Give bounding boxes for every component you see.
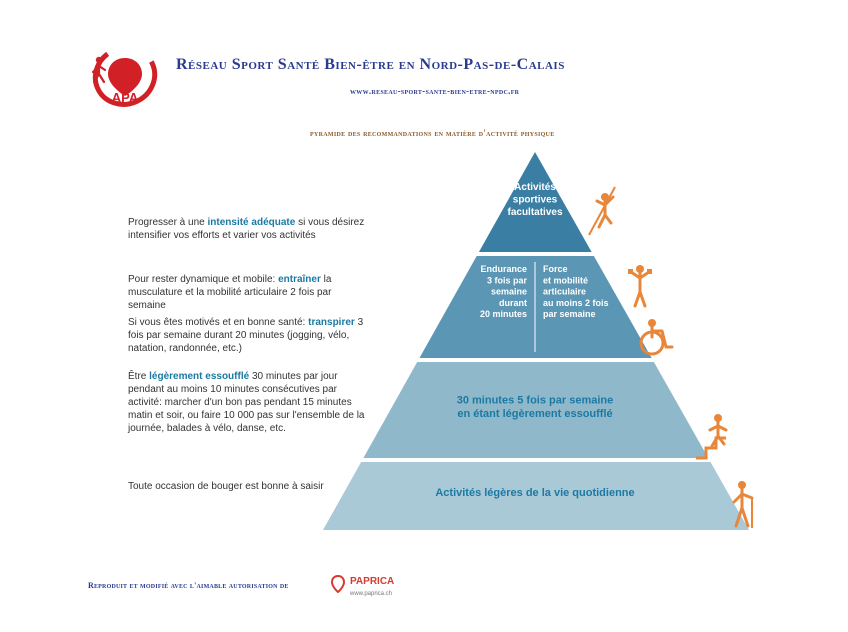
svg-text:sportives: sportives [513,195,558,206]
svg-text:Force: Force [543,264,568,274]
svg-text:Activités: Activités [514,182,556,193]
svg-text:articulaire: articulaire [543,287,586,297]
svg-text:et mobilité: et mobilité [543,275,588,285]
svg-text:par semaine: par semaine [543,309,596,319]
svg-text:3 fois par: 3 fois par [487,275,528,285]
walking-icon [726,478,760,537]
description-1: Progresser à une intensité adéquate si v… [128,216,368,242]
pyramid-tier-3 [363,362,708,458]
climber-icon [585,183,625,243]
site-url: www.reseau-sport-sante-bien-etre-npdc.fr [350,86,519,96]
svg-text:www.paprica.ch: www.paprica.ch [349,591,392,597]
description-3: Si vous êtes motivés et en bonne santé: … [128,316,368,355]
apa-logo: APA [84,46,166,112]
wheelchair-icon [634,315,676,362]
svg-text:PAPRICA: PAPRICA [350,576,394,587]
svg-text:APA: APA [112,90,139,105]
svg-text:durant: durant [499,298,527,308]
svg-text:facultatives: facultatives [507,207,562,218]
svg-text:semaine: semaine [491,287,527,297]
svg-text:30 minutes 5 fois par semaine: 30 minutes 5 fois par semaine [457,394,614,406]
stairs-icon [694,410,734,465]
description-4: Être légèrement essoufflé 30 minutes par… [128,370,368,435]
description-5: Toute occasion de bouger est bonne à sai… [128,480,368,493]
footer-credit: Reproduit et modifié avec l'aimable auto… [88,581,289,590]
svg-text:Endurance: Endurance [480,264,527,274]
svg-text:20 minutes: 20 minutes [480,309,527,319]
svg-text:en étant légèrement essoufflé: en étant légèrement essoufflé [457,408,612,420]
svg-text:au moins 2 fois: au moins 2 fois [543,298,609,308]
page-title: Réseau Sport Santé Bien-être en Nord-Pas… [176,56,565,74]
pyramid-tier-1 [479,152,592,252]
dumbbell-icon [625,262,655,315]
pyramid-tier-4 [323,462,749,530]
description-2: Pour rester dynamique et mobile: entraîn… [128,273,368,312]
subtitle: pyramide des recommandations en matière … [310,128,555,138]
pyramid-tier-2 [419,256,651,358]
paprica-logo: PAPRICA www.paprica.ch [328,573,418,604]
svg-text:Activités légères de la vie qu: Activités légères de la vie quotidienne [435,487,634,499]
